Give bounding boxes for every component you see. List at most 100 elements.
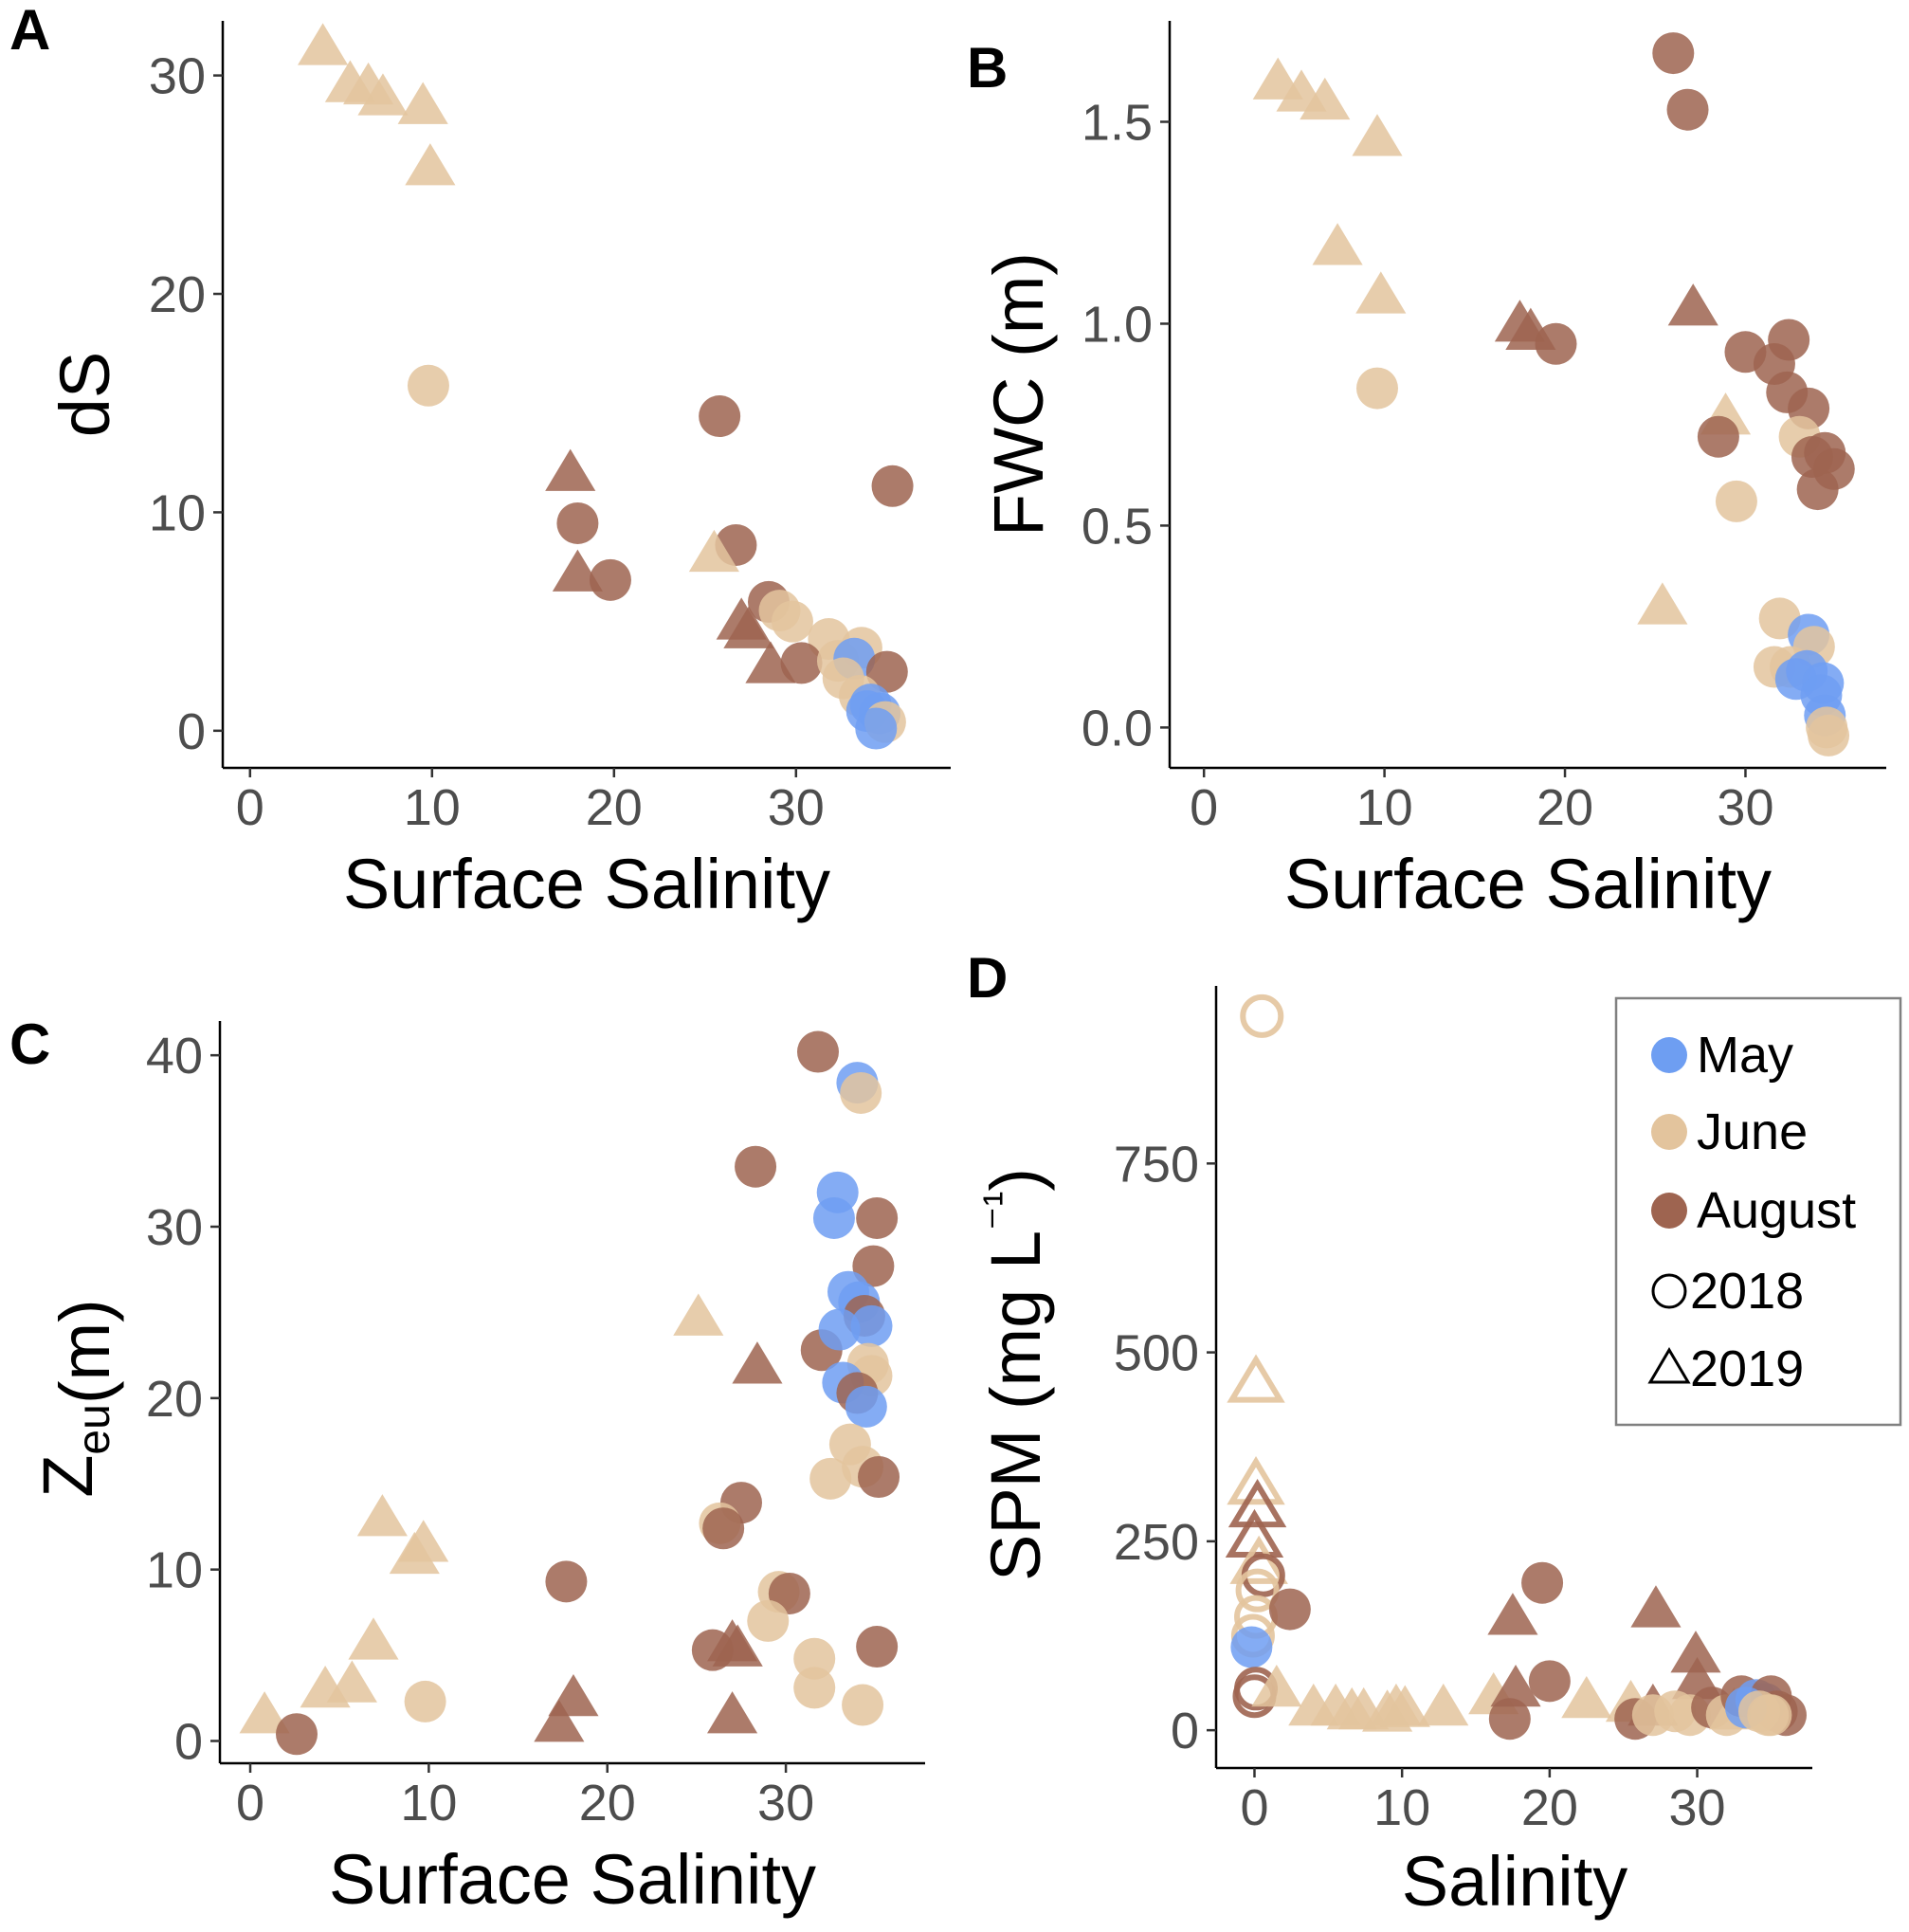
panel-c-point-june-circle	[842, 1684, 884, 1726]
panel-a-point-june-circle	[407, 364, 449, 407]
panel-a-point-august-circle	[589, 558, 631, 601]
panel-c-point-august-circle	[852, 1245, 895, 1287]
panel-d-point-june-circle-open	[1235, 1568, 1280, 1613]
panel-a-x-title: Surface Salinity	[343, 845, 830, 923]
legend-2018-swatch	[1651, 1273, 1687, 1309]
panel-b-y-tick-label: 0.5	[1082, 498, 1153, 555]
panel-c-point-june-circle	[793, 1637, 836, 1680]
panel-c-point-june-circle	[840, 1071, 882, 1114]
panel-b-point-august-triangle	[1667, 283, 1718, 326]
panel-a-y-tick-label: 10	[149, 484, 206, 541]
panel-c-point-june-triangle	[239, 1691, 290, 1734]
panel-a-x-tick-label: 20	[586, 779, 643, 836]
legend-june-label: June	[1697, 1103, 1808, 1160]
panel-d: D 0 10 20 30 0 250 500 750 Salinity SPM (mg L⁻¹…	[967, 946, 1902, 1921]
panel-b-point-august-circle	[1666, 88, 1709, 131]
panel-b-point-june-triangle	[1300, 77, 1351, 120]
panel-c-y-tick-label: 0	[174, 1713, 203, 1770]
panel-a-point-june-triangle	[397, 82, 448, 124]
panel-d-point-june-triangle	[1418, 1683, 1469, 1726]
panel-d-point-august-circle	[1488, 1698, 1531, 1741]
panel-d-point-august-triangle	[1630, 1585, 1682, 1628]
panel-d-letter: D	[967, 946, 1008, 1010]
panel-a-point-august-triangle	[723, 606, 774, 648]
panel-c-x-tick-label: 20	[579, 1775, 636, 1832]
panel-b-point-june-triangle	[1637, 582, 1688, 625]
panel-c-x-title: Surface Salinity	[329, 1840, 816, 1919]
panel-b: B 0 10 20 30 0.0 0.5 1.0 1.5 Surface Salinity F…	[967, 21, 1886, 923]
panel-c-letter: C	[9, 1012, 50, 1076]
panel-c-y-title-sub: eu	[69, 1404, 119, 1454]
panel-b-point-june-circle	[1808, 714, 1850, 756]
panel-d-point-august-circle	[1268, 1588, 1311, 1631]
panel-b-point-june-circle	[1355, 367, 1398, 410]
panel-d-y-title: SPM (mg L⁻¹)	[975, 1168, 1055, 1581]
panel-b-x-tick-label: 10	[1356, 779, 1413, 836]
panel-b-letter: B	[967, 36, 1008, 100]
panel-d-y-tick-label: 250	[1114, 1514, 1199, 1571]
panel-d-point-june-triangle-open	[1227, 1354, 1285, 1403]
panel-a-letter: A	[9, 0, 50, 62]
panel-a-point-june-circle	[771, 600, 813, 643]
panel-a-point-june-triangle	[298, 23, 349, 65]
panel-b-point-june-circle	[1715, 480, 1757, 522]
panel-b-x-tick-label: 0	[1190, 779, 1218, 836]
legend-august-swatch	[1651, 1193, 1687, 1229]
panel-b-y-tick-label: 0.0	[1082, 700, 1153, 756]
panel-c-y-title: Zeu(m)	[28, 1299, 124, 1498]
panel-b-y-tick-label: 1.5	[1082, 94, 1153, 151]
panel-c-y-title-unit: (m)	[45, 1299, 124, 1404]
panel-c-y-tick-label: 30	[146, 1199, 203, 1256]
panel-a-point-august-circle	[699, 395, 741, 438]
panel-c-point-august-circle	[691, 1629, 734, 1671]
panel-c-point-august-circle	[735, 1145, 777, 1188]
panel-d-x-tick-label: 0	[1240, 1779, 1268, 1836]
panel-c-point-august-triangle	[732, 1341, 783, 1384]
panel-c: C 0 10 20 30 0 10 20 30 40 Surface Salinity Zeu(…	[9, 1012, 925, 1919]
panel-a-point-august-circle	[780, 642, 823, 684]
panel-d-y-title-text: SPM (mg L	[976, 1230, 1055, 1581]
panel-d-x-tick-label: 30	[1669, 1779, 1726, 1836]
panel-c-point-may-circle	[845, 1385, 887, 1428]
panel-b-x-tick-label: 20	[1536, 779, 1593, 836]
panel-d-point-june-circle-open	[1240, 993, 1284, 1038]
panel-d-point-june-triangle	[1251, 1665, 1302, 1707]
panel-a-x-tick-label: 10	[404, 779, 461, 836]
panel-d-point-june-triangle	[1379, 1685, 1430, 1727]
panel-c-point-june-circle	[809, 1457, 852, 1500]
panel-d-point-june-triangle-open	[1227, 1456, 1285, 1505]
panel-d-point-august-triangle	[1670, 1631, 1721, 1673]
panel-d-point-may-circle	[1230, 1626, 1273, 1668]
legend-2019-swatch	[1647, 1347, 1691, 1384]
panel-a-y-tick-label: 30	[149, 48, 206, 105]
panel-a-point-june-triangle	[357, 73, 409, 116]
panel-b-point-august-circle	[1535, 322, 1577, 365]
panel-a-y-title: dS	[45, 352, 124, 438]
panel-c-point-june-triangle	[326, 1660, 377, 1703]
panel-a-y-tick-label: 0	[177, 703, 206, 760]
panel-c-point-june-triangle	[348, 1617, 399, 1660]
panel-d-y-tick-label: 0	[1171, 1703, 1199, 1759]
panel-c-x-tick-label: 0	[236, 1775, 264, 1832]
panel-d-point-august-triangle	[1487, 1593, 1538, 1635]
panel-b-y-title: FWC (m)	[979, 252, 1058, 537]
legend-august-label: August	[1697, 1182, 1856, 1239]
panel-d-y-tick-label: 750	[1114, 1136, 1199, 1193]
panel-c-point-june-triangle	[673, 1293, 724, 1336]
panel-d-x-tick-label: 10	[1373, 1779, 1430, 1836]
panel-a-point-june-triangle	[688, 529, 739, 573]
panel-b-point-august-circle	[1697, 415, 1739, 458]
panel-b-point-august-circle	[1652, 32, 1695, 75]
panel-c-point-may-circle	[850, 1304, 893, 1347]
panel-c-x-tick-label: 30	[757, 1775, 814, 1832]
legend: May June August 2018 2019	[1614, 996, 1902, 1427]
panel-c-point-august-triangle	[534, 1700, 585, 1742]
panel-a-point-august-circle	[556, 501, 599, 544]
panel-a-point-august-triangle	[545, 448, 596, 491]
panel-c-y-title-main: Z	[28, 1455, 107, 1498]
panel-b-x-tick-label: 30	[1717, 779, 1773, 836]
panel-a-point-may-circle	[855, 707, 898, 750]
panel-c-point-may-circle	[818, 1308, 861, 1351]
panel-c-point-june-circle	[747, 1599, 790, 1642]
